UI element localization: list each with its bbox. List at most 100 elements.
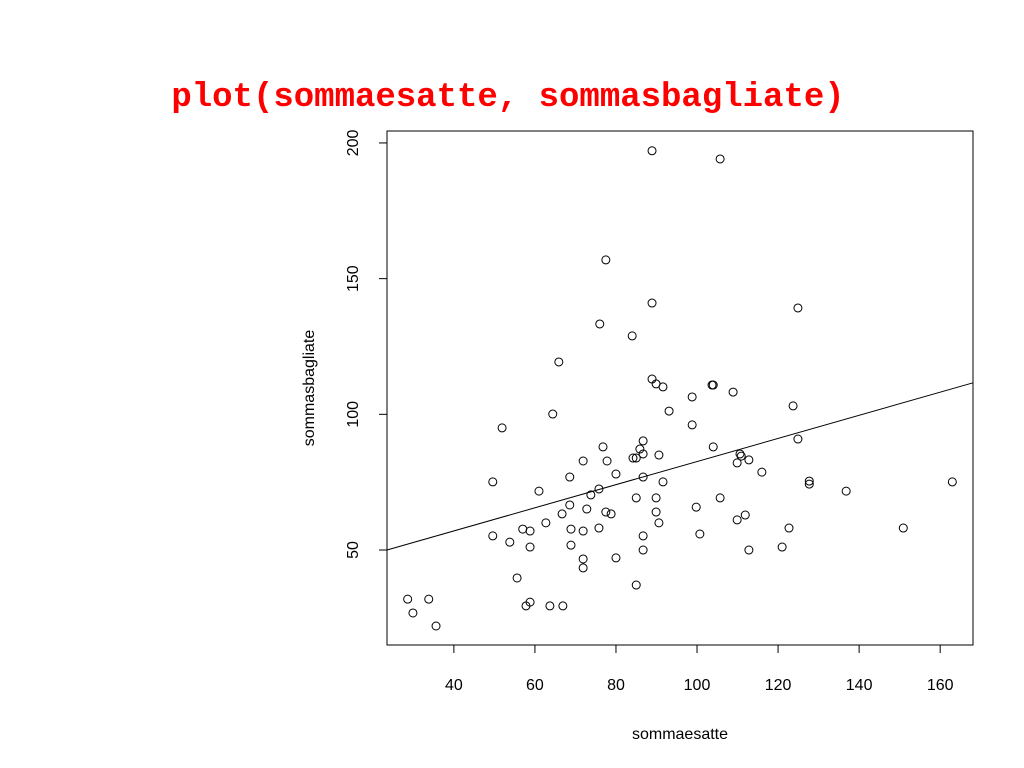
x-tick-label: 100 xyxy=(684,677,711,694)
point xyxy=(565,472,575,482)
point xyxy=(728,387,738,397)
point xyxy=(602,456,612,466)
regression-line xyxy=(386,382,974,551)
point xyxy=(744,545,754,555)
point xyxy=(687,392,697,402)
y-tick-label: 200 xyxy=(345,129,362,156)
point xyxy=(793,434,803,444)
point xyxy=(611,553,621,563)
point xyxy=(708,380,718,390)
point xyxy=(598,442,608,452)
point xyxy=(691,502,701,512)
x-tick-label: 120 xyxy=(765,677,792,694)
point xyxy=(565,500,575,510)
point xyxy=(558,601,568,611)
point xyxy=(647,298,657,308)
point xyxy=(654,518,664,528)
point xyxy=(947,477,957,487)
point xyxy=(687,420,697,430)
point xyxy=(804,476,814,486)
point xyxy=(525,542,535,552)
point xyxy=(548,409,558,419)
point xyxy=(424,594,434,604)
chart-title: plot(sommaesatte, sommasbagliate) xyxy=(171,79,844,117)
point xyxy=(586,490,596,500)
point xyxy=(525,597,535,607)
point xyxy=(638,545,648,555)
point xyxy=(534,486,544,496)
point xyxy=(651,493,661,503)
point xyxy=(606,509,616,519)
point xyxy=(505,537,515,547)
point xyxy=(601,255,611,265)
point xyxy=(628,453,638,463)
point xyxy=(658,477,668,487)
x-axis-label: sommaesatte xyxy=(632,726,728,743)
point xyxy=(512,573,522,583)
point xyxy=(841,486,851,496)
point xyxy=(664,406,674,416)
point xyxy=(566,524,576,534)
point xyxy=(595,319,605,329)
point xyxy=(582,504,592,514)
point xyxy=(898,523,908,533)
point xyxy=(638,472,648,482)
point xyxy=(594,484,604,494)
point xyxy=(601,507,611,517)
x-tick-label: 40 xyxy=(445,677,463,694)
point xyxy=(638,449,648,459)
point xyxy=(518,524,528,534)
point xyxy=(732,515,742,525)
point xyxy=(431,621,441,631)
point xyxy=(695,529,705,539)
point xyxy=(554,357,564,367)
point xyxy=(638,531,648,541)
point xyxy=(793,303,803,313)
plot-box xyxy=(386,130,974,646)
point xyxy=(788,401,798,411)
point xyxy=(578,526,588,536)
y-tick-label: 150 xyxy=(345,265,362,292)
point xyxy=(744,455,754,465)
point xyxy=(708,442,718,452)
point xyxy=(735,449,745,459)
y-axis-label: sommasbagliate xyxy=(301,330,318,447)
point xyxy=(638,436,648,446)
point xyxy=(784,523,794,533)
y-tick-label: 50 xyxy=(345,541,362,559)
x-tick-label: 160 xyxy=(927,677,954,694)
point xyxy=(647,146,657,156)
point xyxy=(541,518,551,528)
point xyxy=(715,154,725,164)
point xyxy=(578,554,588,564)
point xyxy=(488,477,498,487)
point xyxy=(651,507,661,517)
point xyxy=(403,594,413,604)
point xyxy=(631,453,641,463)
point xyxy=(525,526,535,536)
point xyxy=(594,523,604,533)
point xyxy=(627,331,637,341)
point xyxy=(557,509,567,519)
point xyxy=(566,540,576,550)
y-tick-label: 100 xyxy=(345,401,362,428)
point xyxy=(635,444,645,454)
point xyxy=(497,423,507,433)
point xyxy=(658,382,668,392)
point xyxy=(488,531,498,541)
point xyxy=(578,456,588,466)
point xyxy=(578,563,588,573)
point xyxy=(740,510,750,520)
point xyxy=(545,601,555,611)
point xyxy=(736,451,746,461)
point xyxy=(804,479,814,489)
point xyxy=(631,580,641,590)
point xyxy=(777,542,787,552)
point xyxy=(631,493,641,503)
point xyxy=(408,608,418,618)
point xyxy=(732,458,742,468)
point xyxy=(611,469,621,479)
x-tick-label: 140 xyxy=(846,677,873,694)
